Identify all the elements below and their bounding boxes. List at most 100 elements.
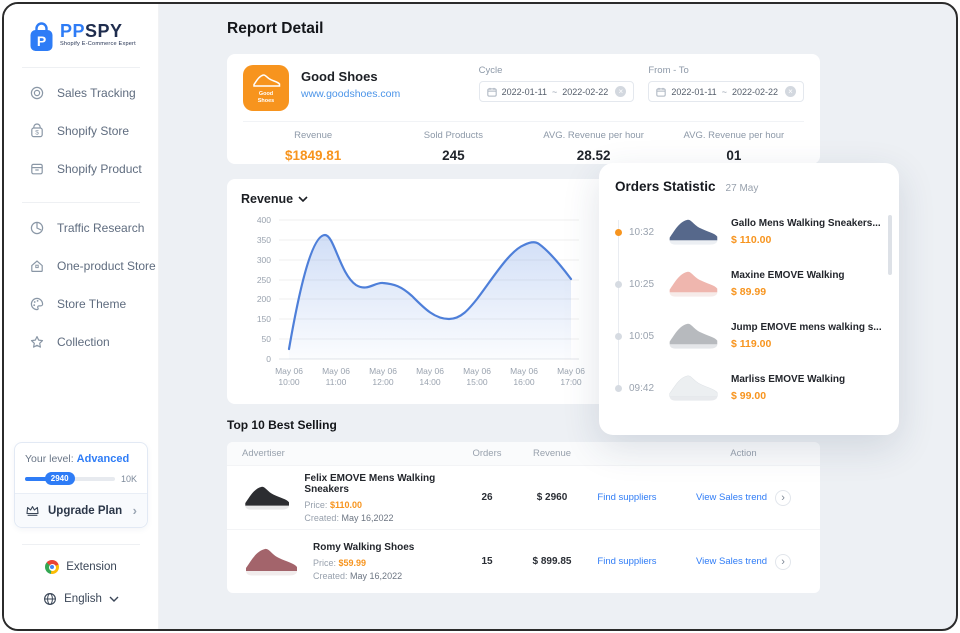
- svg-text:300: 300: [257, 255, 271, 265]
- level-progress-fill: [25, 477, 56, 481]
- store-url-link[interactable]: www.goodshoes.com: [301, 88, 401, 100]
- divider: [22, 202, 140, 203]
- sidebar-item-sales-tracking[interactable]: Sales Tracking: [4, 74, 158, 112]
- svg-text:May 06: May 06: [510, 366, 538, 376]
- view-sales-trend-link[interactable]: View Sales trend: [695, 492, 768, 503]
- sidebar-item-store-theme[interactable]: Store Theme: [4, 285, 158, 323]
- product-image: [245, 486, 289, 510]
- order-product-name: Maxine EMOVE Walking: [731, 270, 845, 281]
- order-item[interactable]: 10:05 Jump EMOVE mens walking s... $ 119…: [615, 310, 885, 362]
- calendar-icon: [486, 87, 497, 97]
- svg-text:May 06: May 06: [416, 366, 444, 376]
- extension-button[interactable]: Extension: [4, 551, 158, 583]
- svg-text:May 06: May 06: [322, 366, 350, 376]
- shopping-bag-logo-icon: P: [30, 22, 53, 51]
- product-price: $59.99: [338, 558, 367, 568]
- sidebar-item-collection[interactable]: Collection: [4, 323, 158, 361]
- brand-logo[interactable]: P PPSPY Shopify E-Commerce Expert: [4, 20, 158, 53]
- level-value: Advanced: [76, 453, 130, 465]
- order-time: 09:42: [629, 382, 655, 394]
- find-suppliers-link[interactable]: Find suppliers: [597, 492, 657, 503]
- sidebar-item-one-product-store[interactable]: One-product Store: [4, 247, 158, 285]
- chevron-right-icon[interactable]: ›: [775, 553, 792, 570]
- sidebar-item-label: Collection: [57, 335, 110, 349]
- chevron-right-icon[interactable]: ›: [775, 489, 792, 506]
- cycle-picker: Cycle 2022-01-11 ~ 2022-02-22 ×: [478, 65, 635, 102]
- clear-icon[interactable]: ×: [785, 86, 796, 97]
- orders-statistic-panel: Orders Statistic 27 May 10:32 Gallo Mens…: [599, 163, 899, 435]
- order-item[interactable]: 10:32 Gallo Mens Walking Sneakers... $ 1…: [615, 206, 885, 258]
- palette-icon: [30, 297, 44, 311]
- store-summary-card: Good Shoes Good Shoes www.goodshoes.com C…: [227, 54, 820, 164]
- order-product-price: $ 89.99: [731, 286, 767, 298]
- extension-label: Extension: [66, 561, 117, 573]
- revenue-value: $ 899.85: [532, 556, 572, 567]
- product-image: [246, 548, 297, 575]
- chart-title: Revenue: [241, 192, 294, 206]
- sidebar: P PPSPY Shopify E-Commerce Expert Sales …: [4, 4, 159, 629]
- cycle-range-input[interactable]: 2022-01-11 ~ 2022-02-22 ×: [478, 81, 635, 102]
- svg-text:May 06: May 06: [275, 366, 303, 376]
- upgrade-plan-label: Upgrade Plan: [48, 504, 123, 517]
- order-product-image: [669, 271, 718, 297]
- col-advertiser: Advertiser: [242, 448, 285, 459]
- order-product-price: $ 119.00: [731, 338, 772, 350]
- timeline-dot-active: [615, 228, 622, 236]
- page-title: Report Detail: [227, 20, 324, 37]
- svg-text:400: 400: [257, 215, 271, 225]
- svg-text:200: 200: [257, 294, 271, 304]
- stat-sold-products: Sold Products 245: [423, 130, 483, 163]
- chevron-down-icon[interactable]: [298, 196, 308, 202]
- product-name: Felix EMOVE Mens Walking Sneakers: [304, 472, 436, 495]
- svg-text:May 06: May 06: [463, 366, 491, 376]
- sidebar-item-shopify-store[interactable]: $ Shopify Store: [4, 112, 158, 150]
- language-selector[interactable]: English: [4, 583, 158, 615]
- orders-statistic-title: Orders Statistic: [615, 179, 716, 194]
- revenue-value: $ 2960: [536, 492, 568, 503]
- order-time: 10:32: [629, 226, 655, 238]
- bestselling-title: Top 10 Best Selling: [227, 418, 337, 432]
- scrollbar-thumb[interactable]: [888, 215, 892, 275]
- store-bag-icon: $: [31, 123, 43, 138]
- stat-revenue: Revenue $1849.81: [284, 130, 342, 163]
- view-sales-trend-link[interactable]: View Sales trend: [695, 556, 768, 567]
- sidebar-item-label: One-product Store: [57, 259, 156, 273]
- fromto-range-input[interactable]: 2022-01-11 ~ 2022-02-22 ×: [648, 81, 804, 102]
- target-icon: [30, 86, 44, 100]
- table-row: Felix EMOVE Mens Walking Sneakers Price:…: [227, 465, 820, 529]
- store-name: Good Shoes: [301, 69, 378, 84]
- svg-text:15:00: 15:00: [466, 377, 488, 387]
- cycle-label: Cycle: [478, 65, 503, 76]
- svg-text:12:00: 12:00: [372, 377, 394, 387]
- sidebar-item-shopify-product[interactable]: Shopify Product: [4, 150, 158, 188]
- level-progress-badge: 2940: [44, 472, 75, 485]
- upgrade-plan-button[interactable]: Upgrade Plan ›: [15, 493, 147, 527]
- timeline-dot: [615, 384, 622, 392]
- order-item[interactable]: 10:25 Maxine EMOVE Walking $ 89.99: [615, 258, 885, 310]
- orders-count: 15: [481, 556, 493, 567]
- order-product-image: [669, 219, 718, 245]
- order-product-name: Gallo Mens Walking Sneakers...: [731, 218, 881, 229]
- sidebar-item-label: Store Theme: [57, 297, 127, 311]
- divider: [22, 544, 140, 545]
- sidebar-item-traffic-research[interactable]: Traffic Research: [4, 209, 158, 247]
- star-icon: [30, 336, 44, 348]
- find-suppliers-link[interactable]: Find suppliers: [597, 556, 657, 567]
- clear-icon[interactable]: ×: [615, 86, 627, 97]
- product-name: Romy Walking Shoes: [313, 542, 415, 553]
- fromto-picker: From - To 2022-01-11 ~ 2022-02-22 ×: [648, 65, 804, 102]
- svg-text:0: 0: [266, 354, 271, 364]
- sidebar-item-label: Traffic Research: [57, 221, 145, 235]
- svg-text:$: $: [35, 129, 39, 136]
- order-product-price: $ 99.00: [731, 390, 767, 402]
- order-item[interactable]: 09:42 Marliss EMOVE Walking $ 99.00: [615, 362, 885, 414]
- sidebar-item-label: Shopify Product: [57, 162, 142, 176]
- table-header: Advertiser Orders Revenue Action: [227, 442, 820, 465]
- orders-statistic-date: 27 May: [725, 183, 759, 194]
- svg-text:17:00: 17:00: [560, 377, 582, 387]
- chart-area-fill: [289, 235, 571, 359]
- fromto-label: From - To: [648, 65, 689, 76]
- order-product-image: [669, 375, 718, 401]
- y-axis-labels: 400 350 300 250 200 150 50 0: [257, 215, 271, 364]
